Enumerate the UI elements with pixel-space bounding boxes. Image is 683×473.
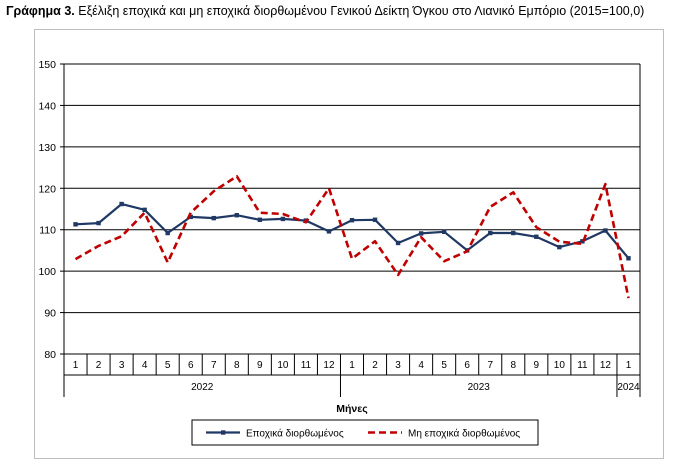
data-point bbox=[211, 215, 216, 221]
year-label: 2022 bbox=[191, 382, 214, 393]
x-tick-label: 8 bbox=[234, 360, 240, 371]
x-tick-label: 9 bbox=[257, 360, 263, 371]
chart-frame bbox=[34, 29, 664, 459]
x-tick-label: 11 bbox=[577, 360, 588, 371]
legend-label-0: Εποχικά διορθωμένος bbox=[246, 428, 344, 440]
x-axis-title: Μήνες bbox=[336, 403, 368, 415]
x-tick-label: 7 bbox=[211, 360, 217, 371]
data-point bbox=[349, 217, 355, 223]
x-tick-label: 3 bbox=[119, 360, 125, 371]
data-point bbox=[603, 228, 608, 233]
data-point bbox=[165, 230, 170, 236]
x-tick-label: 12 bbox=[600, 360, 612, 371]
x-tick-label: 6 bbox=[464, 360, 470, 371]
x-tick-label: 10 bbox=[554, 360, 566, 371]
legend-box bbox=[191, 419, 539, 446]
x-tick-label: 4 bbox=[418, 360, 424, 371]
x-tick-label: 10 bbox=[277, 360, 289, 371]
x-tick-label: 8 bbox=[510, 360, 516, 371]
y-tick-label: 90 bbox=[44, 308, 56, 320]
data-point bbox=[395, 240, 401, 246]
data-point bbox=[257, 217, 263, 222]
y-axis-ticks: 80 90 100 110 120 130 140 150 bbox=[38, 59, 56, 361]
data-point bbox=[488, 230, 493, 236]
data-point bbox=[626, 256, 631, 261]
x-tick-label: 9 bbox=[534, 360, 540, 371]
y-tick-label: 80 bbox=[44, 349, 56, 361]
x-tick-label: 1 bbox=[626, 360, 632, 371]
legend-marker bbox=[221, 430, 226, 435]
chart-title-text: Εξέλιξη εποχικά και μη εποχικά διορθωμέν… bbox=[78, 4, 645, 18]
grid-lines bbox=[60, 63, 641, 375]
data-point bbox=[234, 213, 239, 218]
data-point bbox=[142, 207, 147, 213]
x-tick-label: 2 bbox=[372, 360, 378, 371]
data-point bbox=[534, 234, 539, 239]
y-tick-label: 110 bbox=[39, 225, 56, 237]
data-point bbox=[441, 229, 447, 234]
y-tick-label: 140 bbox=[38, 100, 56, 112]
series-line-1 bbox=[74, 175, 630, 299]
data-point bbox=[557, 244, 562, 250]
data-point bbox=[280, 216, 286, 222]
y-tick-label: 150 bbox=[38, 59, 56, 71]
x-tick-label: 5 bbox=[441, 360, 447, 371]
data-point bbox=[511, 230, 516, 236]
data-point bbox=[73, 222, 78, 227]
x-tick-label: 3 bbox=[395, 360, 401, 371]
series-lines bbox=[73, 175, 631, 299]
data-point bbox=[580, 239, 585, 244]
data-point bbox=[119, 201, 124, 207]
series-line-0 bbox=[75, 202, 630, 260]
data-point bbox=[372, 217, 378, 222]
x-tick-label: 12 bbox=[323, 360, 335, 371]
x-tick-label: 7 bbox=[487, 360, 493, 371]
x-tick-label: 11 bbox=[301, 360, 312, 371]
x-tick-label: 2 bbox=[96, 360, 102, 371]
x-tick-label: 1 bbox=[73, 360, 79, 371]
x-tick-label: 1 bbox=[349, 360, 355, 371]
x-tick-label: 5 bbox=[165, 360, 171, 371]
legend: Εποχικά διορθωμένος Μη εποχικά διορθωμένο… bbox=[191, 419, 539, 446]
data-point bbox=[326, 229, 332, 234]
year-label: 2024 bbox=[617, 382, 640, 393]
data-point bbox=[96, 220, 101, 226]
x-tick-label: 6 bbox=[188, 360, 194, 371]
y-tick-label: 120 bbox=[38, 183, 56, 195]
y-tick-label: 130 bbox=[38, 142, 56, 154]
legend-label-1: Μη εποχικά διορθωμένος bbox=[408, 428, 520, 440]
y-tick-label: 100 bbox=[38, 266, 56, 278]
x-tick-label: 4 bbox=[142, 360, 148, 371]
chart-title: Γράφημα 3. Εξέλιξη εποχικά και μη εποχικ… bbox=[6, 4, 644, 18]
chart-title-prefix: Γράφημα 3. bbox=[6, 4, 75, 18]
data-point bbox=[418, 231, 424, 236]
data-point bbox=[188, 214, 193, 220]
year-label: 2023 bbox=[468, 382, 491, 393]
